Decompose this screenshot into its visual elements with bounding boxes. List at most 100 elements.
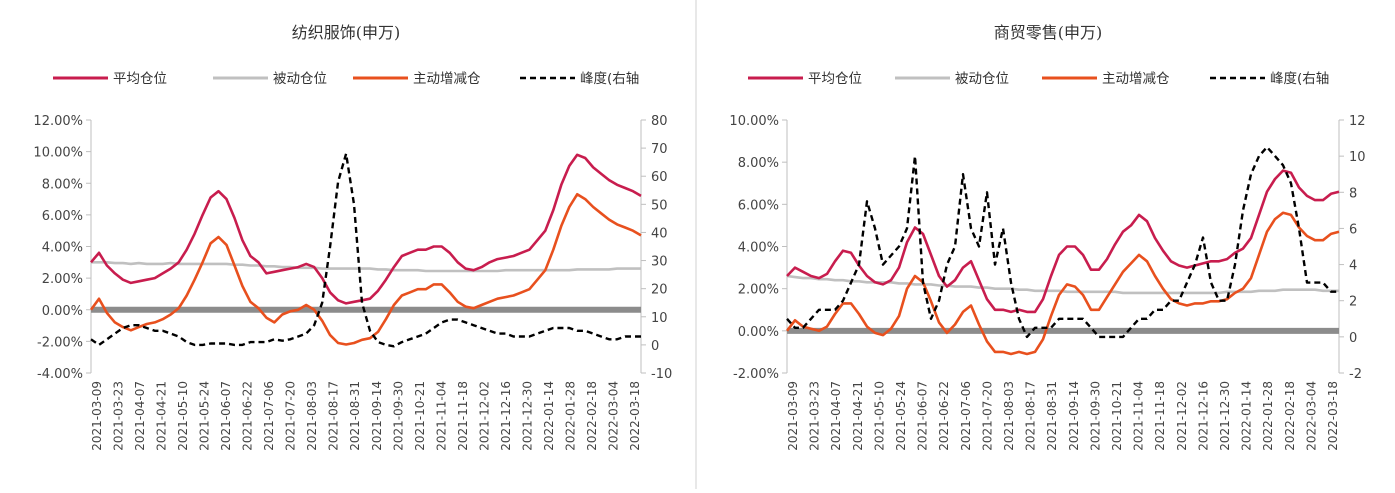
x-tick-label: 2021-05-24 bbox=[198, 381, 212, 451]
x-tick-label: 2022-03-04 bbox=[606, 381, 620, 451]
x-tick-label: 2021-08-31 bbox=[348, 381, 362, 451]
x-tick-label: 2021-03-09 bbox=[786, 381, 800, 451]
x-tick-label: 2021-08-17 bbox=[1024, 381, 1038, 451]
x-tick-label: 2021-10-21 bbox=[1110, 381, 1124, 451]
y-tick-label-right: 2 bbox=[1349, 295, 1357, 310]
series-line-active bbox=[89, 193, 642, 346]
chart-textile-svg: 纺织服饰(申万) 平均仓位 被动仓位 主动增减仓 峰度(右轴 -4.00% -2.… bbox=[33, 23, 672, 451]
x-tick-label: 2021-05-10 bbox=[176, 381, 190, 451]
y-tick-label-right: 0 bbox=[1349, 331, 1357, 346]
series-line-peak bbox=[786, 145, 1339, 339]
series-line-active bbox=[785, 211, 1340, 356]
legend: 平均仓位 被动仓位 主动增减仓 峰度(右轴 bbox=[748, 71, 1329, 87]
y-tick-label-left: 10.00% bbox=[729, 114, 779, 129]
legend-label-active: 主动增减仓 bbox=[1102, 71, 1170, 87]
x-tick-label: 2021-09-14 bbox=[370, 381, 384, 451]
x-tick-label: 2021-11-18 bbox=[456, 381, 470, 451]
x-tick-label: 2021-06-22 bbox=[937, 381, 951, 451]
y-tick-label-right: 50 bbox=[651, 198, 668, 213]
y-tick-label-left: -2.00% bbox=[37, 335, 83, 350]
plot-area: -2.00% 0.00% 2.00% 4.00% 6.00% 8.00% 10.00% -2 0… bbox=[729, 114, 1365, 451]
x-tick-label: 2021-07-20 bbox=[284, 381, 298, 451]
x-tick-label: 2021-12-02 bbox=[1175, 381, 1189, 451]
x-tick-label: 2021-03-23 bbox=[808, 381, 822, 451]
panel-divider bbox=[695, 0, 697, 489]
x-tick-label: 2021-04-21 bbox=[851, 381, 865, 451]
y-tick-label-left: 2.00% bbox=[738, 283, 779, 298]
y-tick-label-right: 4 bbox=[1349, 259, 1357, 274]
chart-panel-retail: 商贸零售(申万) 平均仓位 被动仓位 主动增减仓 峰度(右轴 -2.00% 0.0… bbox=[702, 0, 1395, 489]
y-tick-label-right: 40 bbox=[651, 226, 668, 241]
x-tick-label: 2021-08-31 bbox=[1045, 381, 1059, 451]
x-tick-label: 2021-04-07 bbox=[829, 381, 843, 451]
y-tick-label-left: 4.00% bbox=[42, 241, 83, 256]
y-tick-label-left: 4.00% bbox=[738, 241, 779, 256]
y-tick-label-left: -4.00% bbox=[37, 367, 83, 382]
y-tick-label-right: 80 bbox=[651, 114, 668, 129]
y-tick-label-right: 70 bbox=[651, 142, 668, 157]
y-tick-label-left: 10.00% bbox=[33, 146, 83, 161]
y-tick-label-right: 30 bbox=[651, 255, 668, 270]
series-line-avg bbox=[786, 169, 1340, 314]
x-tick-label: 2021-12-16 bbox=[1196, 381, 1210, 451]
x-tick-label: 2022-01-28 bbox=[1261, 381, 1275, 451]
y-tick-label-left: 0.00% bbox=[738, 325, 779, 340]
legend-label-peak: 峰度(右轴 bbox=[1270, 71, 1329, 87]
x-tick-label: 2021-07-20 bbox=[980, 381, 994, 451]
chart-retail-svg: 商贸零售(申万) 平均仓位 被动仓位 主动增减仓 峰度(右轴 -2.00% 0.0… bbox=[729, 23, 1365, 451]
y-tick-label-right: -2 bbox=[1349, 367, 1362, 382]
x-tick-label: 2021-06-22 bbox=[241, 381, 255, 451]
y-tick-label-left: 8.00% bbox=[738, 156, 779, 171]
x-tick-label: 2021-12-16 bbox=[499, 381, 513, 451]
x-tick-label: 2021-10-21 bbox=[413, 381, 427, 451]
x-tick-label: 2021-06-07 bbox=[219, 381, 233, 451]
x-tick-label: 2021-08-17 bbox=[327, 381, 341, 451]
y-tick-label-left: 8.00% bbox=[42, 177, 83, 192]
x-tick-label: 2022-01-14 bbox=[542, 381, 556, 451]
y-tick-label-left: 2.00% bbox=[42, 272, 83, 287]
y-tick-label-left: 6.00% bbox=[738, 198, 779, 213]
legend-label-avg: 平均仓位 bbox=[113, 71, 167, 87]
y-tick-label-left: 0.00% bbox=[42, 304, 83, 319]
legend: 平均仓位 被动仓位 主动增减仓 峰度(右轴 bbox=[53, 71, 639, 87]
x-tick-label: 2022-01-14 bbox=[1240, 381, 1254, 451]
x-tick-label: 2021-03-23 bbox=[112, 381, 126, 451]
legend-label-passive: 被动仓位 bbox=[955, 71, 1009, 87]
series-line-passive bbox=[91, 260, 641, 273]
y-tick-label-right: 8 bbox=[1349, 186, 1357, 201]
y-tick-label-left: 6.00% bbox=[42, 209, 83, 224]
x-tick-label: 2021-07-06 bbox=[959, 381, 973, 451]
x-tick-label: 2021-12-30 bbox=[1218, 381, 1232, 451]
x-tick-label: 2021-05-10 bbox=[872, 381, 886, 451]
legend-label-passive: 被动仓位 bbox=[273, 71, 327, 87]
y-tick-label-right: 10 bbox=[651, 311, 668, 326]
y-tick-label-right: 6 bbox=[1349, 222, 1357, 237]
x-tick-label: 2021-08-03 bbox=[305, 381, 319, 451]
plot-area: -4.00% -2.00% 0.00% 2.00% 4.00% 6.00% 8.00% 10.… bbox=[33, 114, 672, 451]
x-tick-label: 2022-02-18 bbox=[1283, 381, 1297, 451]
x-tick-label: 2021-08-03 bbox=[1002, 381, 1016, 451]
x-tick-label: 2021-06-07 bbox=[916, 381, 930, 451]
chart-title: 商贸零售(申万) bbox=[994, 23, 1103, 42]
x-tick-label: 2022-03-04 bbox=[1304, 381, 1318, 451]
x-tick-label: 2021-09-30 bbox=[391, 381, 405, 451]
chart-title: 纺织服饰(申万) bbox=[292, 23, 401, 42]
y-tick-label-right: 20 bbox=[651, 283, 668, 298]
x-tick-label: 2021-09-14 bbox=[1067, 381, 1081, 451]
x-tick-label: 2021-11-18 bbox=[1153, 381, 1167, 451]
y-tick-label-right: 10 bbox=[1349, 150, 1366, 165]
legend-label-active: 主动增减仓 bbox=[413, 71, 481, 87]
legend-label-peak: 峰度(右轴 bbox=[580, 71, 639, 87]
series-line-peak bbox=[90, 152, 641, 348]
x-tick-label: 2021-12-30 bbox=[520, 381, 534, 451]
x-tick-label: 2021-04-21 bbox=[155, 381, 169, 451]
legend-label-avg: 平均仓位 bbox=[808, 71, 862, 87]
x-tick-label: 2021-11-04 bbox=[1132, 381, 1146, 451]
x-tick-label: 2022-03-18 bbox=[1326, 381, 1340, 451]
y-tick-label-right: 60 bbox=[651, 170, 668, 185]
series-line-avg bbox=[90, 153, 642, 305]
y-tick-label-left: 12.00% bbox=[33, 114, 83, 129]
y-tick-label-left: -2.00% bbox=[733, 367, 779, 382]
y-tick-label-right: -10 bbox=[651, 367, 672, 382]
